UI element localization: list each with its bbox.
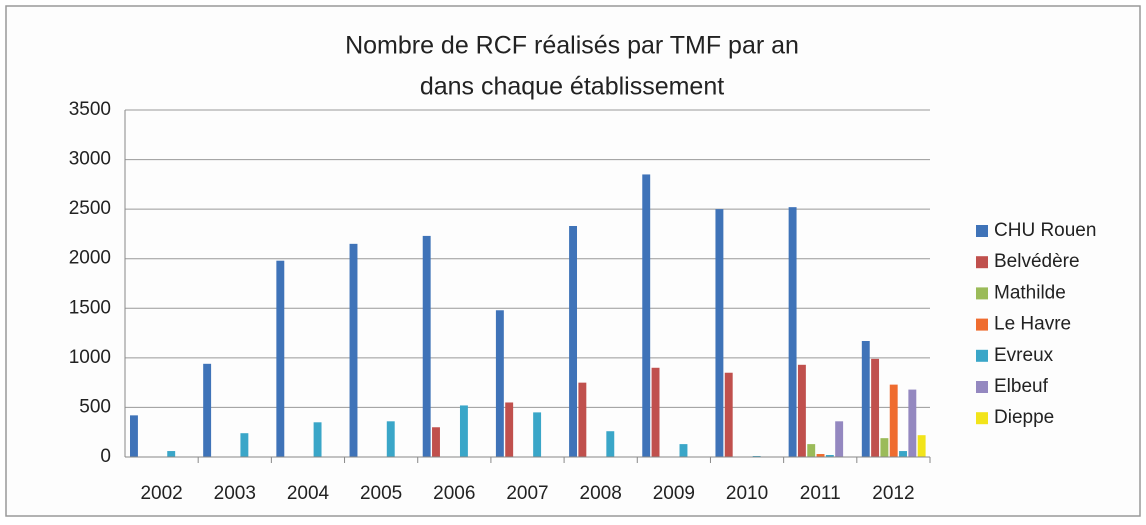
x-tick-label: 2007 — [506, 483, 548, 504]
bar — [459, 405, 468, 457]
legend-swatch — [976, 349, 988, 362]
bar — [495, 310, 504, 457]
bar — [807, 444, 816, 457]
bar — [861, 341, 870, 457]
legend-label: Dieppe — [994, 407, 1054, 428]
bar — [908, 389, 917, 457]
x-tick-label: 2010 — [726, 483, 768, 504]
y-tick-label: 500 — [79, 396, 111, 417]
y-tick-label: 1500 — [69, 297, 111, 318]
legend-swatch — [976, 225, 988, 237]
bar — [679, 444, 688, 457]
bar — [569, 225, 578, 457]
bar — [816, 454, 825, 457]
bar — [240, 433, 249, 457]
y-tick-label: 3000 — [69, 149, 111, 170]
bar — [606, 431, 615, 457]
bar — [917, 435, 926, 457]
bar — [797, 364, 806, 457]
y-tick-label: 2000 — [69, 248, 111, 269]
legend-swatch — [976, 256, 988, 269]
bar — [724, 372, 733, 457]
bar — [835, 421, 844, 457]
legend-label: Evreux — [994, 345, 1054, 366]
bar — [167, 451, 176, 457]
legend-label: Mathilde — [994, 282, 1066, 303]
x-tick-label: 2002 — [140, 483, 182, 504]
y-tick-label: 0 — [100, 446, 111, 467]
x-tick-label: 2012 — [872, 483, 914, 504]
x-tick-label: 2008 — [580, 483, 622, 504]
bar — [276, 260, 285, 457]
bar — [203, 363, 212, 457]
bar — [871, 358, 880, 457]
bar — [651, 367, 660, 457]
x-tick-label: 2006 — [433, 483, 475, 504]
x-tick-label: 2005 — [360, 483, 402, 504]
x-tick-label: 2009 — [653, 483, 695, 504]
chart-title: dans chaque établissement — [420, 73, 724, 101]
bar — [889, 384, 898, 457]
legend-label: Belvédère — [994, 251, 1080, 272]
bar — [313, 422, 322, 457]
bar — [422, 235, 431, 457]
legend-label: Elbeuf — [994, 376, 1049, 397]
bar — [715, 209, 724, 457]
legend-swatch — [976, 381, 988, 393]
bar — [533, 412, 542, 457]
y-tick-label: 3500 — [69, 99, 111, 120]
bar — [130, 415, 138, 457]
legend-label: CHU Rouen — [994, 220, 1096, 241]
bar — [642, 174, 651, 457]
bar — [788, 207, 797, 457]
legend-swatch — [976, 412, 988, 425]
bar — [505, 402, 514, 457]
legend-label: Le Havre — [994, 314, 1071, 335]
y-tick-label: 2500 — [69, 198, 111, 219]
bar — [899, 451, 907, 457]
bar — [349, 243, 358, 457]
x-tick-label: 2003 — [214, 483, 256, 504]
legend-swatch — [976, 287, 988, 300]
x-tick-label: 2004 — [287, 483, 330, 504]
bar — [578, 382, 587, 457]
legend-swatch — [976, 318, 988, 331]
x-tick-label: 2011 — [800, 483, 841, 504]
bar — [432, 427, 440, 457]
chart-title: Nombre de RCF réalisés par TMF par an — [345, 32, 799, 60]
bar — [825, 455, 834, 457]
bar — [386, 421, 395, 457]
bar — [880, 438, 889, 457]
y-tick-label: 1000 — [69, 347, 111, 368]
